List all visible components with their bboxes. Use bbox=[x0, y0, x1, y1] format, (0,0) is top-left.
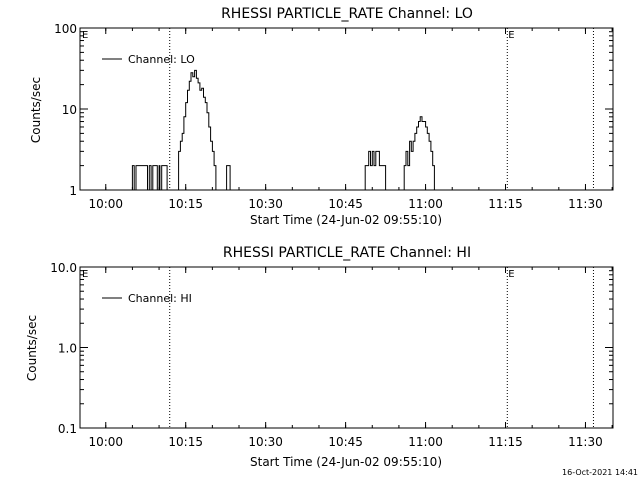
x-tick-label: 11:30 bbox=[568, 197, 603, 211]
footer-timestamp: 16-Oct-2021 14:41 bbox=[562, 468, 638, 477]
x-tick-label: 10:15 bbox=[168, 197, 203, 211]
x-tick-label: 10:00 bbox=[88, 197, 123, 211]
x-tick-label: 10:30 bbox=[248, 197, 283, 211]
x-tick-label: 11:15 bbox=[488, 435, 523, 449]
x-tick-label: 11:15 bbox=[488, 197, 523, 211]
x-tick-label: 10:00 bbox=[88, 435, 123, 449]
series-line-segment bbox=[363, 150, 387, 191]
y-tick-label: 0.1 bbox=[58, 422, 77, 436]
legend-entry: Channel: LO bbox=[128, 53, 195, 66]
x-axis-label: Start Time (24-Jun-02 09:55:10) bbox=[250, 213, 442, 227]
x-tick-label: 10:45 bbox=[328, 435, 363, 449]
corner-label: E bbox=[82, 269, 88, 280]
panel-lo: RHESSI PARTICLE_RATE Channel: LO Counts/… bbox=[29, 6, 614, 227]
time-marker-label: E bbox=[508, 269, 514, 280]
corner-label: E bbox=[82, 30, 88, 41]
panel-hi: RHESSI PARTICLE_RATE Channel: HI Counts/… bbox=[25, 245, 614, 469]
x-tick-label: 11:00 bbox=[408, 197, 443, 211]
y-tick-label: 100 bbox=[54, 22, 77, 36]
x-tick-label: 10:30 bbox=[248, 435, 283, 449]
series-line-segment bbox=[176, 69, 217, 191]
y-tick-label: 10.0 bbox=[50, 261, 77, 275]
time-marker-label: E bbox=[508, 30, 514, 41]
y-tick-label: 1 bbox=[69, 184, 77, 198]
chart-title: RHESSI PARTICLE_RATE Channel: LO bbox=[221, 6, 473, 22]
series-line-segment bbox=[131, 165, 168, 191]
x-axis-label: Start Time (24-Jun-02 09:55:10) bbox=[250, 455, 442, 469]
series-line-segment bbox=[225, 165, 231, 191]
x-tick-label: 10:45 bbox=[328, 197, 363, 211]
series-line-segment bbox=[402, 116, 435, 191]
y-tick-label: 1.0 bbox=[58, 342, 77, 356]
chart-title: RHESSI PARTICLE_RATE Channel: HI bbox=[223, 245, 471, 261]
x-tick-label: 11:30 bbox=[568, 435, 603, 449]
legend-entry: Channel: HI bbox=[128, 292, 192, 305]
y-axis-label: Counts/sec bbox=[25, 315, 39, 381]
x-tick-label: 11:00 bbox=[408, 435, 443, 449]
y-tick-label: 10 bbox=[62, 103, 77, 117]
x-tick-label: 10:15 bbox=[168, 435, 203, 449]
y-axis-label: Counts/sec bbox=[29, 77, 43, 143]
